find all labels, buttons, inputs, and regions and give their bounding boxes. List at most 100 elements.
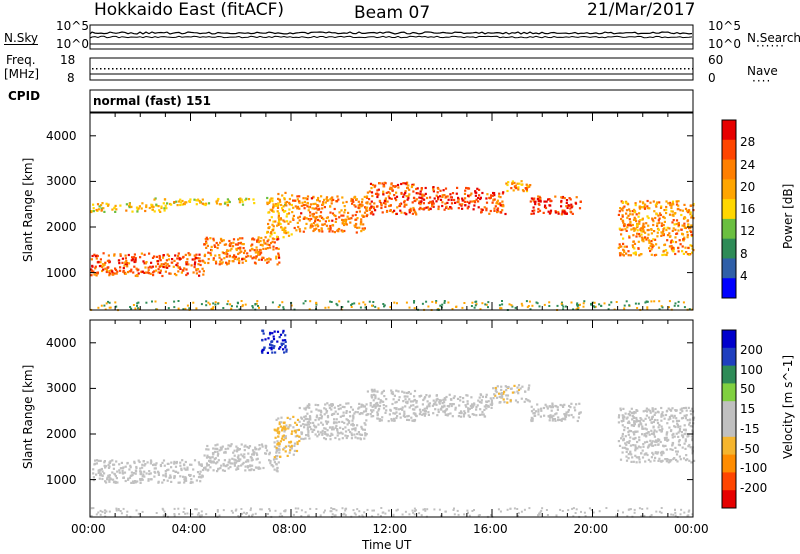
velocity-cell bbox=[339, 407, 342, 410]
velocity-cell bbox=[631, 456, 634, 459]
velocity-cell bbox=[297, 428, 300, 431]
velocity-cell bbox=[220, 448, 223, 451]
power-cell bbox=[547, 210, 550, 213]
velocity-cell bbox=[402, 400, 405, 403]
velocity-cell bbox=[356, 424, 359, 427]
power-cell bbox=[297, 216, 300, 219]
velocity-cell bbox=[570, 402, 573, 405]
power-cell bbox=[172, 265, 175, 268]
power-cell bbox=[498, 192, 501, 195]
velocity-cell bbox=[494, 389, 497, 392]
power-cell bbox=[500, 307, 503, 310]
velocity-cell bbox=[284, 346, 287, 349]
velocity-cell bbox=[366, 390, 369, 393]
velocity-cell bbox=[218, 514, 221, 517]
power-cell bbox=[386, 200, 389, 203]
power-cell bbox=[125, 203, 128, 206]
power-cell bbox=[625, 245, 628, 248]
power-cell bbox=[469, 200, 472, 203]
velocity-cell bbox=[334, 426, 337, 429]
power-cell bbox=[214, 260, 218, 263]
power-cell bbox=[622, 237, 625, 240]
power-cell bbox=[670, 210, 673, 213]
power-cell bbox=[569, 207, 572, 210]
power-cell bbox=[360, 218, 363, 221]
power-cell bbox=[361, 204, 364, 207]
power-cell bbox=[665, 253, 668, 257]
power-cell bbox=[238, 308, 241, 311]
power-cell bbox=[94, 255, 97, 258]
power-cell bbox=[369, 202, 372, 205]
velocity-cell bbox=[621, 416, 625, 419]
velocity-cell bbox=[654, 443, 657, 447]
power-cell bbox=[437, 187, 440, 190]
velocity-cell bbox=[108, 510, 111, 513]
power-cell bbox=[413, 196, 416, 199]
power-cell bbox=[525, 183, 528, 186]
velocity-cell bbox=[278, 336, 281, 339]
cpid-label: CPID bbox=[8, 89, 41, 103]
velocity-cell bbox=[149, 478, 152, 481]
power-cell bbox=[389, 204, 392, 207]
power-cell bbox=[530, 212, 533, 215]
velocity-cell bbox=[121, 472, 124, 475]
power-cell bbox=[499, 202, 502, 205]
velocity-cell bbox=[418, 512, 421, 515]
power-cell bbox=[223, 257, 226, 260]
power-cell bbox=[361, 214, 364, 217]
velocity-cell bbox=[666, 409, 669, 412]
power-cell bbox=[221, 251, 224, 254]
velocity-cell bbox=[668, 415, 671, 419]
velocity-cell bbox=[447, 404, 450, 408]
velocity-cell bbox=[106, 478, 109, 481]
velocity-cell bbox=[195, 479, 198, 482]
power-cell bbox=[647, 216, 650, 220]
power-cell bbox=[538, 209, 542, 212]
velocity-cell bbox=[619, 407, 622, 410]
velocity-cell bbox=[657, 451, 660, 454]
power-cell bbox=[355, 218, 358, 221]
power-cell bbox=[451, 192, 455, 195]
power-cell bbox=[193, 198, 196, 201]
power-cell bbox=[130, 307, 133, 310]
power-cell bbox=[575, 308, 578, 311]
velocity-cell bbox=[108, 480, 111, 483]
power-cell bbox=[97, 208, 100, 211]
velocity-cell bbox=[314, 419, 317, 422]
power-cell bbox=[494, 205, 497, 208]
power-cell bbox=[315, 207, 318, 210]
power-cell bbox=[111, 270, 114, 273]
power-cell bbox=[629, 213, 632, 216]
velocity-cell bbox=[305, 406, 308, 409]
power-cell bbox=[269, 235, 272, 238]
power-cell bbox=[510, 304, 513, 307]
velocity-cell bbox=[300, 431, 303, 434]
power-cell bbox=[419, 193, 422, 196]
power-cell bbox=[338, 216, 341, 219]
power-cell bbox=[347, 217, 350, 220]
power-cell bbox=[447, 198, 450, 201]
velocity-cell bbox=[624, 412, 627, 415]
power-cell bbox=[266, 230, 269, 234]
power-cell bbox=[674, 241, 678, 244]
velocity-cell bbox=[251, 453, 254, 456]
velocity-cell bbox=[684, 406, 687, 409]
velocity-cell bbox=[141, 510, 144, 513]
nave-dot bbox=[376, 68, 378, 70]
velocity-cell bbox=[293, 449, 296, 452]
velocity-cell bbox=[353, 433, 356, 436]
velocity-cell bbox=[406, 395, 409, 398]
power-cell bbox=[385, 210, 389, 213]
velocity-cell bbox=[441, 405, 444, 408]
velocity-cell bbox=[605, 507, 608, 509]
power-cell bbox=[145, 205, 148, 209]
velocity-cell bbox=[655, 430, 658, 433]
power-cell bbox=[684, 207, 688, 210]
power-cell bbox=[196, 257, 199, 260]
velocity-cell bbox=[292, 415, 295, 418]
power-cell bbox=[340, 214, 343, 217]
power-cell bbox=[490, 194, 493, 197]
power-cell bbox=[378, 199, 381, 202]
power-cell bbox=[383, 304, 386, 307]
power-cell bbox=[193, 266, 196, 269]
